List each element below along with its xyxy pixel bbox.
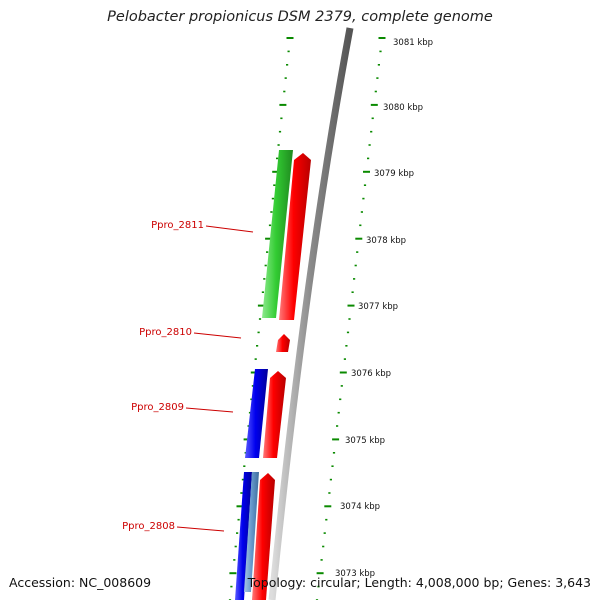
gene-label-ppro-2809[interactable]: Ppro_2809 bbox=[131, 402, 234, 413]
ruler-label: 3079 kbp bbox=[374, 169, 414, 179]
ruler-labels: 3081 kbp 3080 kbp 3079 kbp 3078 kbp 3077… bbox=[335, 38, 433, 579]
gene-label-leader bbox=[176, 526, 225, 532]
outer-tick-marks bbox=[315, 37, 386, 600]
gene-label-text[interactable]: Ppro_2811 bbox=[151, 220, 204, 231]
gene-ppro-2811-forward[interactable] bbox=[279, 153, 311, 320]
gene-label-text[interactable]: Ppro_2809 bbox=[131, 402, 184, 413]
gene-label-ppro-2810[interactable]: Ppro_2810 bbox=[139, 327, 242, 339]
ruler-label: 3077 kbp bbox=[358, 302, 398, 312]
ruler-label: 3074 kbp bbox=[340, 502, 380, 512]
gene-ppro-2809-reverse[interactable] bbox=[245, 369, 268, 458]
gene-ppro-2808-forward[interactable] bbox=[252, 473, 275, 600]
ruler-label: 3075 kbp bbox=[345, 436, 385, 446]
genome-backbone bbox=[268, 27, 354, 600]
gene-ppro-2809-forward[interactable] bbox=[263, 371, 286, 458]
gene-ppro-2808-reverse-b[interactable] bbox=[244, 472, 259, 592]
gene-ppro-2811-reverse[interactable] bbox=[262, 150, 293, 318]
ruler-label: 3080 kbp bbox=[383, 103, 423, 113]
ruler-label: 3081 kbp bbox=[393, 38, 433, 48]
gene-label-leader bbox=[205, 225, 254, 233]
gene-label-text[interactable]: Ppro_2808 bbox=[122, 521, 175, 532]
gene-ppro-2808-reverse-a[interactable] bbox=[235, 472, 252, 600]
genome-summary: Topology: circular; Length: 4,008,000 bp… bbox=[247, 575, 591, 590]
ruler-label: 3073 kbp bbox=[335, 569, 375, 579]
ruler-label: 3078 kbp bbox=[366, 236, 406, 246]
map-title: Pelobacter propionicus DSM 2379, complet… bbox=[107, 9, 493, 25]
gene-label-leader bbox=[193, 332, 242, 339]
accession-label: Accession: NC_008609 bbox=[9, 575, 152, 590]
gene-label-text[interactable]: Ppro_2810 bbox=[139, 327, 192, 338]
gene-label-leader bbox=[185, 407, 234, 413]
gene-label-ppro-2808[interactable]: Ppro_2808 bbox=[122, 521, 225, 532]
ruler-label: 3076 kbp bbox=[351, 369, 391, 379]
gene-ppro-2810-forward[interactable] bbox=[276, 334, 290, 352]
gene-label-ppro-2811[interactable]: Ppro_2811 bbox=[151, 220, 254, 233]
